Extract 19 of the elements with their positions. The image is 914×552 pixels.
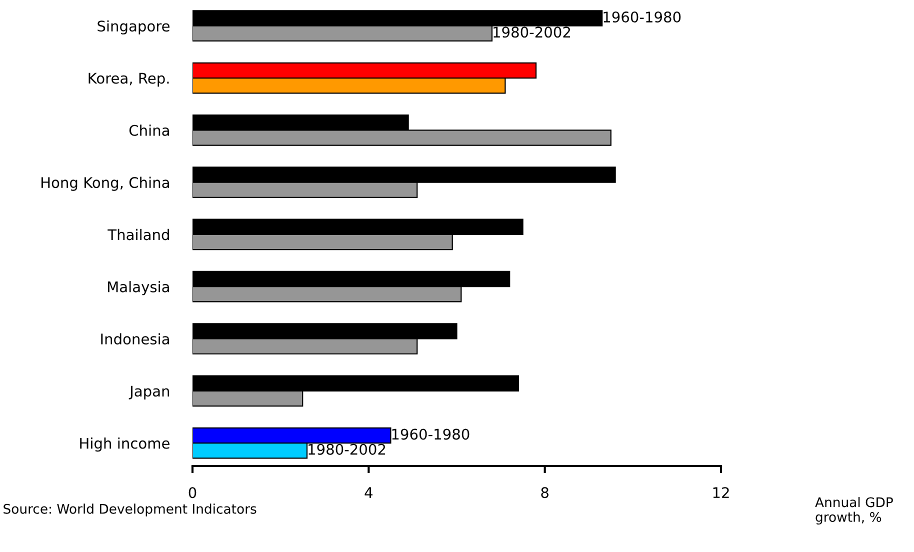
annotation: 1960-1980 [604, 12, 681, 23]
annotation: 1960-1980 [392, 428, 470, 440]
y-tick-label: Singapore [98, 20, 170, 34]
x-tick-label: 8 [541, 487, 548, 498]
y-tick-label: Japan [128, 386, 170, 400]
y-tick-label: Korea, Rep. [88, 72, 169, 87]
annotation: 1980-2002 [308, 444, 386, 455]
x-tick-label: 12 [713, 487, 729, 498]
y-tick-label: Indonesia [101, 333, 169, 345]
y-tick-label: China [129, 124, 169, 136]
y-tick-label: High income [80, 438, 170, 452]
y-tick-label: Hong Kong, China [42, 176, 169, 191]
annotation: 1980-2002 [494, 26, 570, 38]
text: Annual GDP growth, % [815, 497, 893, 525]
source-note: Source: World Development Indicators [4, 504, 256, 516]
x-tick-label: 4 [364, 487, 372, 498]
y-tick-label: Thailand [108, 228, 169, 240]
y-tick-label: Malaysia [108, 281, 169, 296]
x-tick-label: 0 [188, 487, 196, 498]
